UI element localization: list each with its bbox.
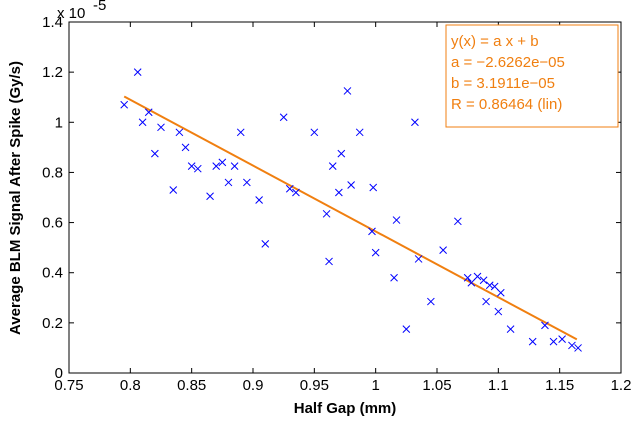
data-point bbox=[490, 282, 499, 291]
x-tick-label: 1.1 bbox=[488, 377, 509, 394]
data-point bbox=[368, 227, 376, 236]
y-exponent-power: -5 bbox=[93, 0, 106, 14]
data-point bbox=[224, 178, 233, 187]
data-point bbox=[325, 257, 333, 266]
data-point bbox=[427, 297, 435, 306]
data-point bbox=[322, 209, 331, 218]
fit-legend-line-4: R = 0.86464 (lin) bbox=[451, 96, 562, 113]
data-point bbox=[120, 100, 129, 109]
x-tick-label: 0.85 bbox=[177, 377, 206, 394]
x-axis-ticks: 0.75 0.8 0.85 0.9 0.95 1 1.05 1.1 1.15 1.2 bbox=[54, 22, 631, 394]
data-point bbox=[496, 288, 505, 297]
x-tick-label: 0.75 bbox=[54, 377, 83, 394]
data-point bbox=[193, 164, 202, 173]
data-point bbox=[347, 181, 355, 189]
data-point bbox=[206, 192, 214, 201]
data-point bbox=[181, 143, 190, 152]
data-point bbox=[175, 128, 184, 137]
data-point bbox=[151, 149, 159, 158]
data-point bbox=[255, 196, 263, 204]
fit-legend-line-2: a = −2.6262e−05 bbox=[451, 54, 565, 71]
fit-legend-box: y(x) = a x + b a = −2.6262e−05 b = 3.191… bbox=[445, 24, 619, 128]
data-point bbox=[528, 337, 537, 346]
data-point bbox=[169, 186, 178, 194]
data-point bbox=[157, 123, 165, 132]
data-point bbox=[558, 335, 566, 344]
data-point bbox=[414, 255, 423, 263]
y-axis-title: Average BLM Signal After Spike (Gy/s) bbox=[7, 61, 24, 335]
x-tick-label: 0.95 bbox=[300, 377, 329, 394]
data-point bbox=[337, 149, 346, 158]
data-point bbox=[371, 248, 380, 257]
y-tick-label: 1 bbox=[55, 114, 63, 131]
fit-line bbox=[123, 95, 578, 341]
data-point bbox=[453, 217, 462, 226]
data-point bbox=[187, 162, 196, 171]
data-point bbox=[328, 162, 337, 171]
data-point bbox=[473, 272, 482, 281]
y-tick-label: 0 bbox=[55, 365, 63, 382]
y-axis-ticks: 0 0.2 0.4 0.6 0.8 1 1.2 1.4 bbox=[42, 14, 621, 382]
x-tick-label: 0.8 bbox=[120, 377, 141, 394]
data-point bbox=[369, 183, 378, 192]
x-tick-label: 1.15 bbox=[545, 377, 574, 394]
x-tick-label: 1.2 bbox=[611, 377, 631, 394]
y-tick-label: 0.8 bbox=[42, 164, 63, 181]
y-tick-label: 1.2 bbox=[42, 64, 63, 81]
data-point bbox=[574, 344, 582, 352]
data-point bbox=[285, 184, 294, 193]
data-point bbox=[230, 162, 239, 171]
data-point bbox=[541, 321, 549, 330]
data-point bbox=[482, 297, 490, 306]
data-point bbox=[243, 178, 251, 187]
fit-legend-line-3: b = 3.1911e−05 bbox=[451, 75, 555, 92]
data-point bbox=[212, 162, 221, 171]
data-point bbox=[144, 108, 153, 117]
data-point bbox=[467, 278, 476, 287]
y-tick-label: 1.4 bbox=[42, 14, 63, 31]
data-points-layer bbox=[120, 68, 582, 352]
data-point bbox=[549, 337, 558, 346]
y-exponent-base: x 10 bbox=[57, 5, 85, 22]
data-point bbox=[463, 273, 472, 282]
data-point bbox=[402, 325, 411, 333]
data-point bbox=[439, 246, 447, 255]
data-point bbox=[236, 128, 245, 137]
data-point bbox=[279, 113, 288, 122]
data-point bbox=[568, 341, 576, 350]
y-tick-label: 0.2 bbox=[42, 315, 63, 332]
plot-frame bbox=[68, 21, 622, 374]
x-axis-title: Half Gap (mm) bbox=[294, 400, 397, 417]
y-tick-label: 0.4 bbox=[42, 265, 63, 282]
data-point bbox=[479, 276, 488, 285]
data-point bbox=[506, 325, 515, 333]
data-point bbox=[310, 128, 319, 137]
data-point bbox=[485, 281, 494, 290]
data-point bbox=[335, 188, 343, 197]
x-tick-label: 0.9 bbox=[243, 377, 264, 394]
data-point bbox=[390, 273, 398, 282]
x-tick-label: 1.05 bbox=[422, 377, 451, 394]
data-point bbox=[343, 87, 352, 95]
data-point bbox=[292, 188, 300, 197]
data-point bbox=[133, 68, 142, 76]
fit-line-layer bbox=[123, 95, 578, 341]
x-tick-label: 1 bbox=[371, 377, 379, 394]
data-point bbox=[218, 158, 227, 167]
y-tick-label: 0.6 bbox=[42, 215, 63, 232]
fit-legend-line-1: y(x) = a x + b bbox=[451, 33, 539, 50]
data-point bbox=[355, 128, 364, 137]
data-point bbox=[138, 118, 147, 127]
data-point bbox=[392, 216, 401, 224]
data-point bbox=[411, 118, 419, 127]
data-point bbox=[494, 307, 503, 316]
data-point bbox=[261, 240, 270, 248]
